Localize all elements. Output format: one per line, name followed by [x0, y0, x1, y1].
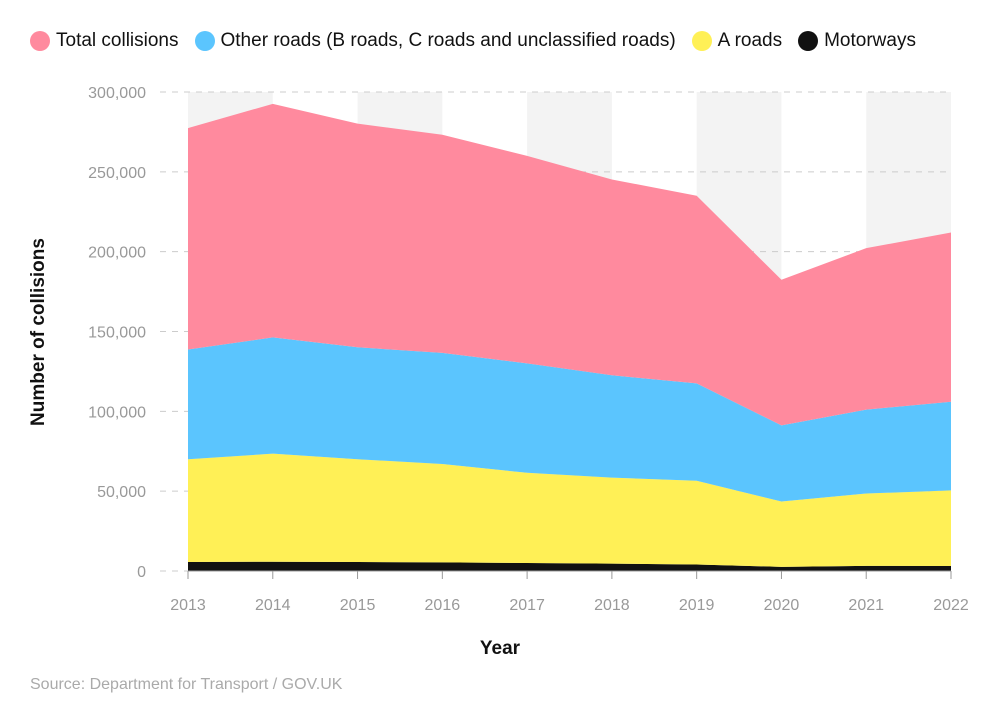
x-tick-label: 2022	[933, 597, 969, 614]
y-tick-label: 300,000	[88, 85, 146, 102]
legend-label: A roads	[717, 30, 783, 51]
x-tick-label: 2019	[679, 597, 715, 614]
legend-item: Other roads (B roads, C roads and unclas…	[194, 30, 676, 52]
x-axis-title: Year	[480, 638, 521, 659]
x-tick-label: 2015	[340, 597, 376, 614]
legend-label: Other roads (B roads, C roads and unclas…	[220, 30, 676, 51]
area-total	[188, 103, 951, 426]
legend: Total collisions Other roads (B roads, C …	[30, 30, 916, 52]
legend-item: Motorways	[798, 30, 916, 52]
source-note: Source: Department for Transport / GOV.U…	[30, 676, 343, 693]
y-tick-label: 250,000	[88, 165, 146, 182]
x-tick-label: 2018	[594, 597, 630, 614]
area-a	[188, 453, 951, 567]
legend-label: Motorways	[824, 30, 916, 51]
x-tick-label: 2017	[509, 597, 545, 614]
legend-item: A roads	[691, 30, 783, 52]
x-tick-label: 2013	[170, 597, 206, 614]
legend-label: Total collisions	[56, 30, 179, 51]
y-axis-title: Number of collisions	[28, 238, 49, 426]
x-tick-label: 2021	[848, 597, 884, 614]
y-tick-label: 200,000	[88, 245, 146, 262]
y-tick-label: 150,000	[88, 325, 146, 342]
y-tick-label: 100,000	[88, 404, 146, 421]
x-tick-label: 2016	[425, 597, 461, 614]
legend-swatch	[798, 31, 819, 51]
legend-swatch	[194, 31, 215, 51]
y-tick-label: 0	[137, 564, 146, 581]
y-tick-label: 50,000	[97, 484, 146, 501]
x-tick-label: 2020	[764, 597, 800, 614]
legend-swatch	[691, 31, 712, 51]
legend-item: Total collisions	[30, 30, 179, 52]
area-other	[188, 337, 951, 502]
legend-swatch	[30, 31, 50, 51]
area-motorways	[188, 561, 951, 571]
x-tick-label: 2014	[255, 597, 291, 614]
